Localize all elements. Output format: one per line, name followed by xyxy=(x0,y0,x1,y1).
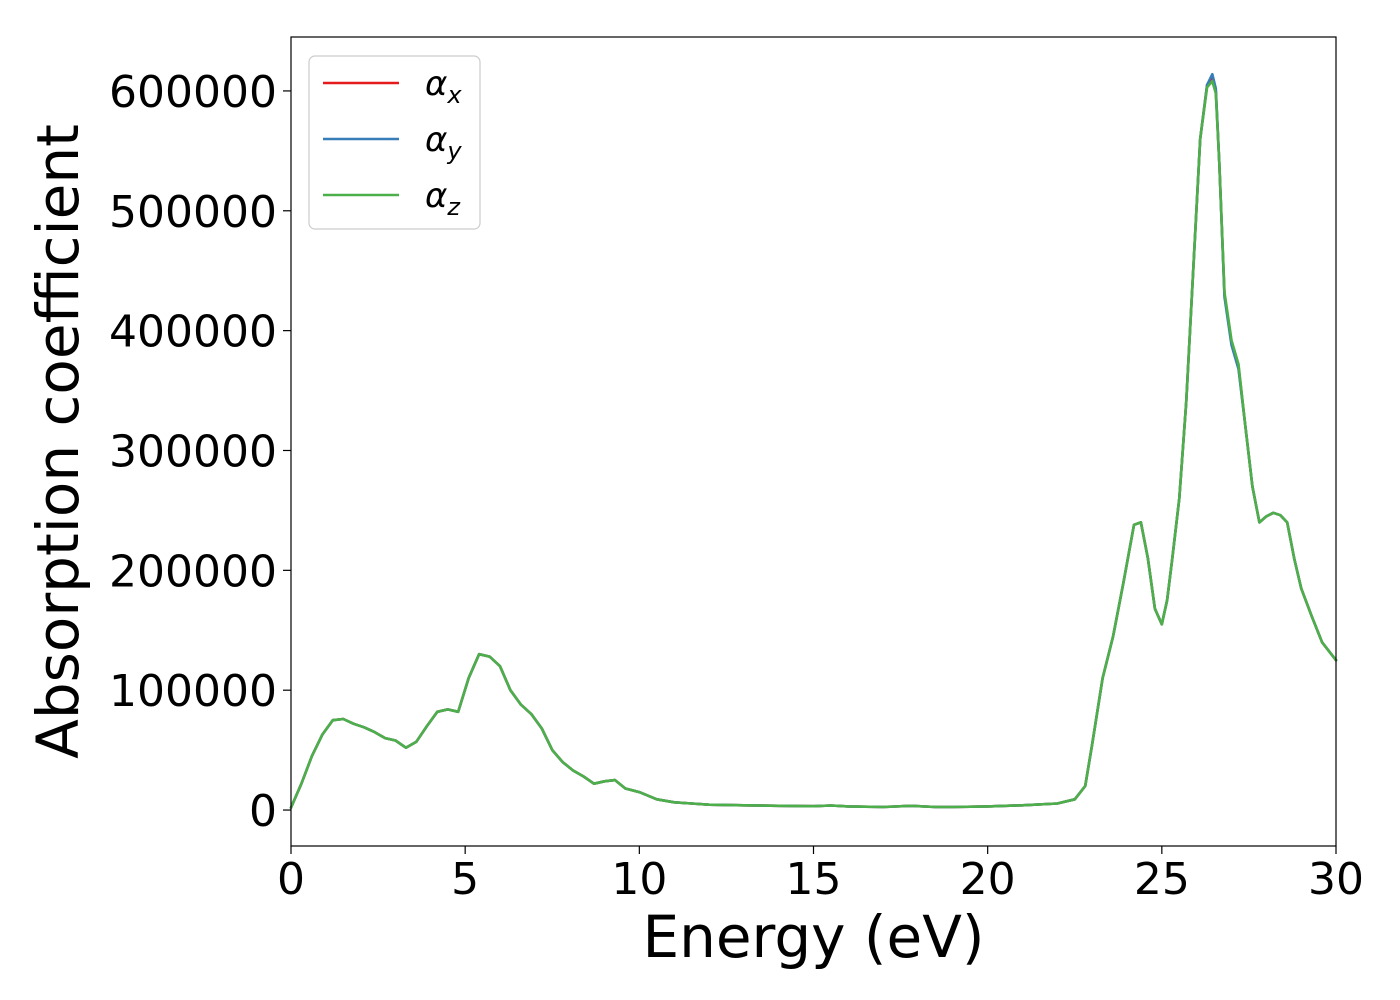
legend-symbol: α xyxy=(425,120,447,160)
y-tick-label: 600000 xyxy=(109,67,277,118)
y-axis-label: Absorption coefficient xyxy=(24,124,92,759)
x-tick-label: 10 xyxy=(611,854,667,905)
y-axis-ticks: 0 100000 200000 300000 400000 500000 600000 xyxy=(109,67,291,837)
y-tick-label: 0 xyxy=(249,786,277,837)
legend-label: αz xyxy=(425,176,461,221)
legend-symbol: α xyxy=(425,176,447,216)
legend-subscript: x xyxy=(446,81,462,109)
y-tick-label: 500000 xyxy=(109,187,277,238)
x-tick-label: 30 xyxy=(1308,854,1364,905)
x-tick-label: 20 xyxy=(960,854,1016,905)
series-lines xyxy=(289,72,1338,809)
legend-box xyxy=(308,55,481,230)
legend-label: αy xyxy=(425,120,462,165)
x-tick-label: 0 xyxy=(277,854,305,905)
y-tick-label: 100000 xyxy=(109,666,277,717)
x-tick-label: 15 xyxy=(786,854,842,905)
x-axis-label: Energy (eV) xyxy=(642,903,984,971)
x-axis-ticks: 0 5 10 15 20 25 30 xyxy=(277,846,1364,905)
legend-subscript: z xyxy=(446,193,461,221)
legend-symbol: α xyxy=(425,64,447,104)
y-tick-label: 300000 xyxy=(109,426,277,477)
x-tick-label: 25 xyxy=(1134,854,1190,905)
x-tick-label: 5 xyxy=(451,854,479,905)
y-tick-label: 400000 xyxy=(109,307,277,358)
legend-subscript: y xyxy=(446,137,462,165)
series-line-alpha-z xyxy=(289,80,1338,809)
y-tick-label: 200000 xyxy=(109,546,277,597)
plot-frame xyxy=(290,36,1337,847)
legend-label: αx xyxy=(425,64,462,109)
